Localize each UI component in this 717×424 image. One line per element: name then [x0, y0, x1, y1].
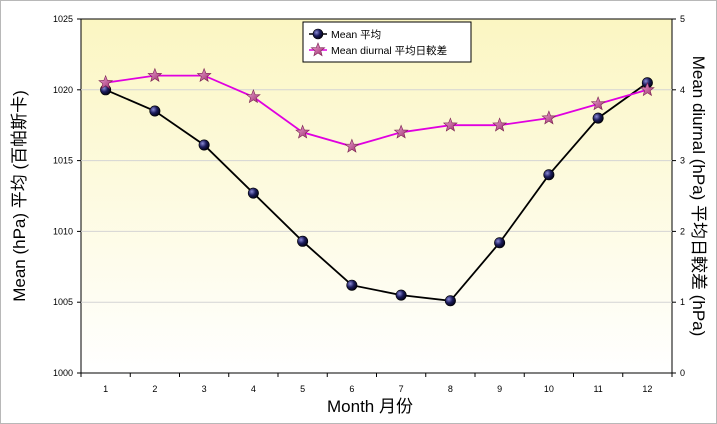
diurnal-point: [344, 138, 360, 153]
diurnal-point: [196, 67, 212, 82]
right-tick-label: 4: [680, 85, 685, 95]
right-tick-label: 2: [680, 226, 685, 236]
x-tick-label: 10: [544, 384, 554, 394]
left-tick-label: 1000: [53, 368, 73, 378]
mean-point: [592, 112, 604, 124]
diurnal-point: [492, 117, 508, 132]
right-tick-label: 0: [680, 368, 685, 378]
x-tick-label: 11: [593, 384, 602, 394]
x-tick-label: 12: [642, 384, 652, 394]
right-axis-ticks: 0 1 2 3 4 5: [672, 14, 685, 378]
legend-mean-marker: [312, 28, 324, 40]
left-tick-label: 1020: [53, 85, 73, 95]
left-axis-ticks: 1000 1005 1010 1015 1020 1025: [53, 14, 81, 378]
legend: Mean 平均 Mean diurnal 平均日較差: [302, 21, 472, 63]
diurnal-point: [590, 96, 606, 111]
diurnal-point: [442, 117, 458, 132]
left-tick-label: 1015: [53, 156, 73, 166]
series-line-2: [105, 74, 648, 148]
x-tick-label: 6: [349, 384, 354, 394]
series-layer: [98, 67, 655, 307]
mean-point: [247, 187, 259, 199]
right-axis-title: Mean diurnal (hPa) 平均日較差 (hPa): [689, 56, 708, 337]
mean-point: [198, 139, 210, 151]
mean-point: [444, 295, 456, 307]
left-tick-label: 1005: [53, 297, 73, 307]
diurnal-point: [639, 81, 655, 97]
x-axis-ticks: 1 2 3 4 5 6 7 8 9 10 11 12: [80, 373, 673, 394]
mean-point: [297, 235, 309, 247]
x-axis-title: Month 月份: [327, 397, 413, 416]
x-tick-label: 4: [251, 384, 256, 394]
mean-point: [149, 105, 161, 117]
right-tick-label: 1: [680, 297, 685, 307]
mean-point: [395, 289, 407, 301]
diurnal-point: [541, 110, 557, 125]
left-axis-title: Mean (hPa) 平均 (百帕斯卡): [10, 90, 29, 302]
plot-area: [80, 18, 673, 374]
x-tick-label: 8: [448, 384, 453, 394]
mean-point: [346, 279, 358, 291]
mean-point: [543, 169, 555, 181]
x-tick-label: 9: [497, 384, 502, 394]
diurnal-point: [245, 89, 261, 104]
legend-diurnal-label: Mean diurnal 平均日較差: [331, 44, 447, 57]
x-tick-label: 7: [399, 384, 404, 394]
x-tick-label: 3: [202, 384, 207, 394]
legend-mean-label: Mean 平均: [331, 29, 381, 41]
legend-box: [302, 21, 472, 63]
mean-point: [494, 237, 506, 249]
x-tick-label: 1: [103, 384, 108, 394]
gridlines: [81, 89, 672, 303]
left-tick-label: 1010: [53, 226, 73, 236]
x-tick-label: 5: [300, 384, 305, 394]
legend-diurnal-marker: [310, 42, 326, 57]
left-tick-label: 1025: [53, 14, 73, 24]
x-tick-label: 2: [152, 384, 157, 394]
diurnal-point: [98, 74, 114, 90]
right-tick-label: 5: [680, 14, 685, 24]
diurnal-point: [147, 67, 163, 82]
series-line-1: [105, 81, 648, 302]
diurnal-point: [393, 124, 409, 139]
right-tick-label: 3: [680, 156, 685, 166]
diurnal-point: [295, 124, 311, 139]
